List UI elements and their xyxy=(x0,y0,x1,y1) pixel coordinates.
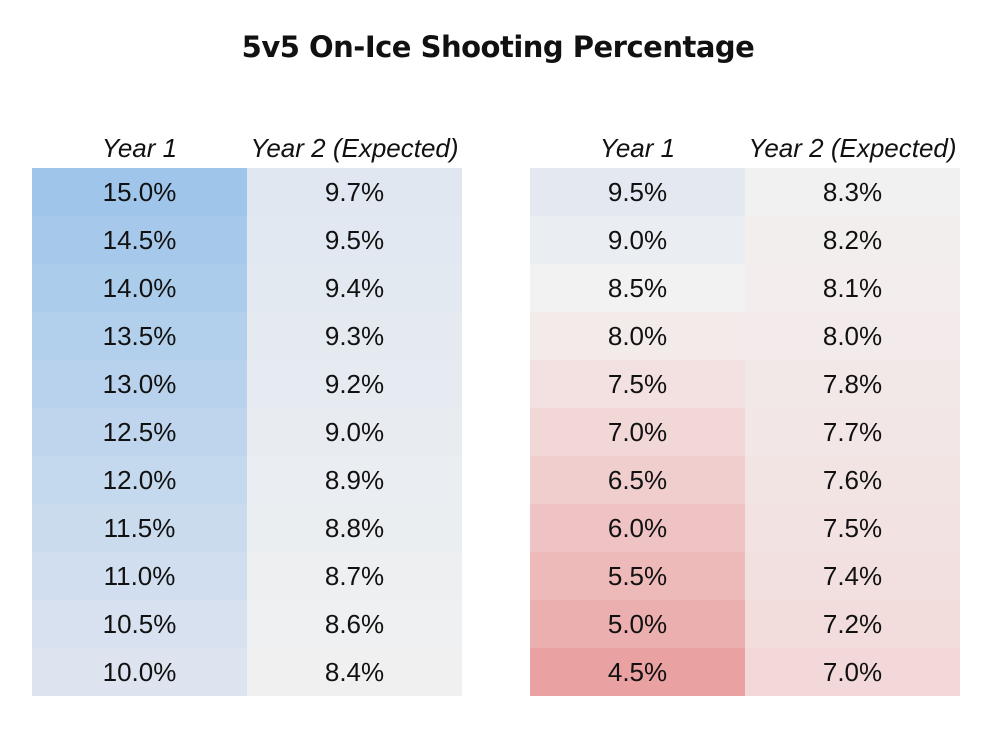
table-row: 8.0% 8.0% xyxy=(530,312,960,360)
table-row: 6.5% 7.6% xyxy=(530,456,960,504)
table-row: 9.0% 8.2% xyxy=(530,216,960,264)
table-row: 14.5% 9.5% xyxy=(32,216,462,264)
table-row: 15.0% 9.7% xyxy=(32,168,462,216)
cell-year-1: 15.0% xyxy=(32,168,247,216)
cell-year-1: 9.5% xyxy=(530,168,745,216)
cell-year-2-expected: 8.8% xyxy=(247,504,462,552)
cell-year-1: 8.5% xyxy=(530,264,745,312)
cell-year-2-expected: 9.3% xyxy=(247,312,462,360)
table-header: Year 1 Year 2 (Expected) xyxy=(530,128,960,168)
cell-year-1: 6.0% xyxy=(530,504,745,552)
table-row: 12.0% 8.9% xyxy=(32,456,462,504)
cell-year-1: 13.5% xyxy=(32,312,247,360)
table-row: 7.0% 7.7% xyxy=(530,408,960,456)
column-header-year-2-expected: Year 2 (Expected) xyxy=(748,132,957,163)
cell-year-2-expected: 8.9% xyxy=(247,456,462,504)
cell-year-2-expected: 7.8% xyxy=(745,360,960,408)
table-row: 5.0% 7.2% xyxy=(530,600,960,648)
table-row: 8.5% 8.1% xyxy=(530,264,960,312)
cell-year-1: 7.0% xyxy=(530,408,745,456)
table-row: 7.5% 7.8% xyxy=(530,360,960,408)
cell-year-2-expected: 8.4% xyxy=(247,648,462,696)
table-row: 10.5% 8.6% xyxy=(32,600,462,648)
cell-year-1: 12.5% xyxy=(32,408,247,456)
cell-year-1: 7.5% xyxy=(530,360,745,408)
cell-year-2-expected: 9.4% xyxy=(247,264,462,312)
table-row: 11.0% 8.7% xyxy=(32,552,462,600)
cell-year-1: 6.5% xyxy=(530,456,745,504)
table-row: 14.0% 9.4% xyxy=(32,264,462,312)
cell-year-2-expected: 8.6% xyxy=(247,600,462,648)
cell-year-2-expected: 8.0% xyxy=(745,312,960,360)
table-row: 10.0% 8.4% xyxy=(32,648,462,696)
cell-year-1: 11.0% xyxy=(32,552,247,600)
cell-year-1: 14.5% xyxy=(32,216,247,264)
cell-year-2-expected: 7.4% xyxy=(745,552,960,600)
table-row: 11.5% 8.8% xyxy=(32,504,462,552)
cell-year-1: 12.0% xyxy=(32,456,247,504)
cell-year-1: 4.5% xyxy=(530,648,745,696)
cell-year-1: 13.0% xyxy=(32,360,247,408)
table-high-year1: Year 1 Year 2 (Expected) 15.0% 9.7% 14.5% 9… xyxy=(32,128,462,696)
cell-year-2-expected: 9.2% xyxy=(247,360,462,408)
cell-year-2-expected: 8.3% xyxy=(745,168,960,216)
table-body: 9.5% 8.3% 9.0% 8.2% 8.5% 8.1% 8.0% 8.0% 7.5% 7.8%… xyxy=(530,168,960,696)
table-header: Year 1 Year 2 (Expected) xyxy=(32,128,462,168)
cell-year-1: 8.0% xyxy=(530,312,745,360)
table-row: 4.5% 7.0% xyxy=(530,648,960,696)
table-low-year1: Year 1 Year 2 (Expected) 9.5% 8.3% 9.0% 8.2… xyxy=(530,128,960,696)
table-row: 6.0% 7.5% xyxy=(530,504,960,552)
cell-year-1: 5.5% xyxy=(530,552,745,600)
cell-year-1: 10.5% xyxy=(32,600,247,648)
column-header-year-1: Year 1 xyxy=(101,132,178,163)
cell-year-2-expected: 8.7% xyxy=(247,552,462,600)
cell-year-2-expected: 7.5% xyxy=(745,504,960,552)
cell-year-2-expected: 7.2% xyxy=(745,600,960,648)
chart-title: 5v5 On-Ice Shooting Percentage xyxy=(241,30,755,64)
table-row: 13.5% 9.3% xyxy=(32,312,462,360)
cell-year-2-expected: 9.7% xyxy=(247,168,462,216)
cell-year-1: 11.5% xyxy=(32,504,247,552)
cell-year-2-expected: 7.7% xyxy=(745,408,960,456)
table-body: 15.0% 9.7% 14.5% 9.5% 14.0% 9.4% 13.5% 9.3% 13.0… xyxy=(32,168,462,696)
cell-year-2-expected: 8.2% xyxy=(745,216,960,264)
cell-year-2-expected: 9.0% xyxy=(247,408,462,456)
table-row: 13.0% 9.2% xyxy=(32,360,462,408)
table-row: 5.5% 7.4% xyxy=(530,552,960,600)
cell-year-2-expected: 7.0% xyxy=(745,648,960,696)
table-row: 12.5% 9.0% xyxy=(32,408,462,456)
cell-year-1: 5.0% xyxy=(530,600,745,648)
cell-year-2-expected: 7.6% xyxy=(745,456,960,504)
cell-year-2-expected: 9.5% xyxy=(247,216,462,264)
column-header-year-1: Year 1 xyxy=(599,132,676,163)
cell-year-1: 9.0% xyxy=(530,216,745,264)
column-header-year-2-expected: Year 2 (Expected) xyxy=(250,132,459,163)
cell-year-2-expected: 8.1% xyxy=(745,264,960,312)
table-row: 9.5% 8.3% xyxy=(530,168,960,216)
cell-year-1: 14.0% xyxy=(32,264,247,312)
cell-year-1: 10.0% xyxy=(32,648,247,696)
